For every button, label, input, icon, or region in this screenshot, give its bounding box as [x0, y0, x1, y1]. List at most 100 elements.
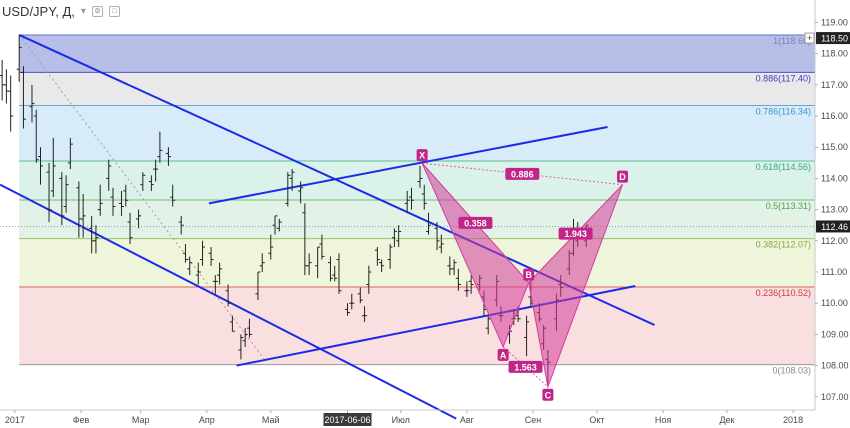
- price-bar: [8, 75, 14, 132]
- price-bar: [136, 209, 142, 229]
- price-bar: [327, 256, 333, 282]
- time-tick-label: Сен: [525, 415, 542, 425]
- price-bar: [289, 169, 295, 191]
- price-bar: [357, 287, 363, 304]
- price-bar: [165, 147, 171, 166]
- price-bar: [259, 253, 265, 272]
- price-tick-label: 116.00: [821, 111, 848, 121]
- point-badge-bg: [617, 170, 629, 183]
- price-bar: [182, 243, 188, 263]
- price-bar: [455, 268, 461, 291]
- price-bar: [80, 194, 86, 238]
- marker-label: 112.46: [821, 222, 848, 232]
- price-bar: [255, 271, 261, 301]
- fib-label-0.786: 0.786(116.34): [756, 106, 811, 116]
- price-bar: [178, 215, 184, 235]
- time-tick-label: Авг: [460, 415, 475, 425]
- chart-header: USD/JPY, Д, ▾ ⚙ □: [0, 0, 120, 22]
- price-bar: [315, 246, 321, 279]
- crosshair-date-marker: 2017-06-06: [323, 413, 372, 426]
- price-tick-label: 114.00: [821, 173, 848, 183]
- price-bar: [119, 190, 125, 216]
- price-bar: [106, 159, 112, 191]
- ratio-badge-xb: 0.358: [458, 216, 493, 229]
- marker-bg: [816, 32, 850, 45]
- price-bar: [140, 172, 146, 191]
- date-marker-bg: [323, 413, 372, 426]
- fib-band-0.382: [19, 238, 816, 287]
- price-bar: [217, 262, 223, 285]
- price-bar: [464, 281, 470, 297]
- fib-band-0.618: [19, 160, 816, 200]
- price-bar: [438, 234, 444, 254]
- time-tick-label: Фев: [73, 415, 90, 425]
- time-tick-label: 2018: [783, 415, 803, 425]
- time-tick-label: Окт: [589, 415, 604, 425]
- time-tick-label: Дек: [719, 415, 734, 425]
- price-bar: [238, 334, 244, 360]
- fullscreen-icon[interactable]: □: [108, 5, 120, 17]
- price-tick-label: 119.00: [821, 17, 848, 27]
- price-bar: [153, 159, 159, 182]
- price-bar: [285, 172, 291, 207]
- time-tick-label: Июл: [392, 415, 410, 425]
- ratio-badge-text: 0.886: [511, 169, 534, 179]
- price-bar: [268, 234, 274, 260]
- price-tick-label: 108.00: [821, 361, 849, 371]
- fib-label-1: 1(118.60): [773, 36, 811, 46]
- price-bar: [67, 137, 73, 170]
- ratio-badge-bg: [505, 167, 540, 180]
- price-bar: [306, 253, 312, 276]
- fib-label-0.236: 0.236(110.52): [756, 288, 811, 298]
- price-axis[interactable]: 119.00 118.00 117.00 116.00 115.00 114.00 113.…: [804, 0, 850, 410]
- price-bar: [0, 59, 5, 101]
- price-bar: [362, 306, 368, 322]
- price-bar: [408, 187, 414, 210]
- symbol-label: USD/JPY: [2, 3, 56, 19]
- ratio-badge-bd: 1.943: [558, 227, 593, 240]
- ratio-badge-bg: [458, 216, 493, 229]
- time-tick-label: 2017: [5, 415, 25, 425]
- alert-price-marker: 118.50 +: [804, 32, 850, 45]
- harmonic-pattern: 0.358 1.563 1.943 0.886 X A B C D: [416, 149, 629, 401]
- point-badge-bg: [542, 388, 554, 401]
- ratio-badge-text: 1.563: [514, 362, 537, 372]
- last-price-marker: 112.46: [816, 220, 850, 233]
- price-bar: [195, 262, 201, 285]
- price-bar: [426, 212, 432, 235]
- price-tick-label: 117.00: [821, 80, 848, 90]
- price-bar: [33, 109, 39, 163]
- price-tick-label: 110.00: [821, 298, 848, 308]
- title-separator: ,: [55, 3, 59, 19]
- time-axis[interactable]: 2017 Фев Мар Апр Май 2017-06-06 Июл Авг Сен Окт Но…: [0, 409, 815, 426]
- price-bar: [276, 218, 282, 232]
- price-bar: [46, 162, 52, 223]
- price-bar: [336, 253, 342, 294]
- price-bar: [59, 172, 65, 226]
- settings-icon[interactable]: ⚙: [91, 5, 103, 17]
- pattern-point-c: C: [542, 388, 554, 401]
- chevron-down-icon[interactable]: ▾: [80, 5, 86, 17]
- symbol-title[interactable]: USD/JPY, Д,: [2, 4, 75, 19]
- ratio-badge-bg: [558, 227, 593, 240]
- price-bar: [345, 303, 351, 316]
- price-bar: [16, 34, 22, 82]
- point-badge-text: C: [545, 390, 552, 400]
- price-bar: [63, 175, 69, 213]
- price-bar: [468, 275, 474, 294]
- ratio-badge-text: 0.358: [464, 218, 487, 228]
- price-bar: [524, 315, 530, 357]
- fib-band-0.236: [19, 286, 816, 365]
- price-bar: [242, 328, 248, 347]
- point-badge-bg: [523, 268, 535, 281]
- price-bar: [417, 165, 423, 188]
- price-bar: [391, 228, 397, 248]
- pattern-point-d: D: [617, 170, 629, 183]
- date-marker-label: 2017-06-06: [324, 415, 370, 425]
- price-tick-label: 118.00: [821, 49, 848, 59]
- price-bar: [187, 256, 193, 276]
- price-tick-label: 115.00: [821, 142, 848, 152]
- price-bar: [387, 243, 393, 269]
- price-bar: [170, 184, 176, 207]
